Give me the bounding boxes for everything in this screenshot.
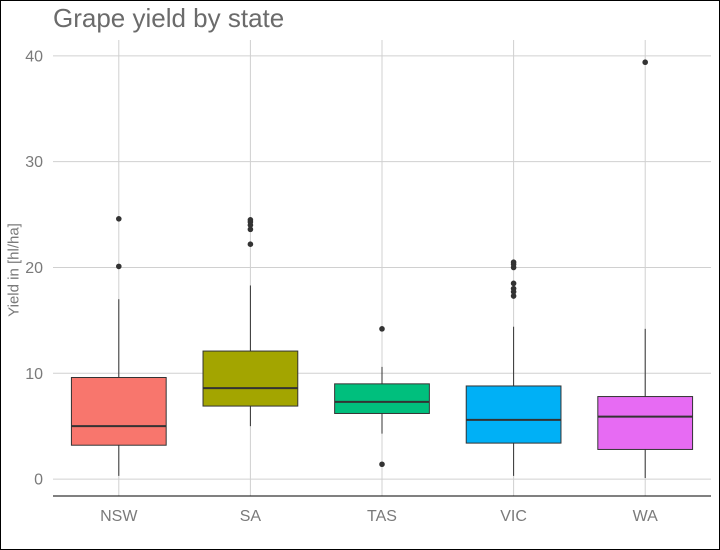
chart-title: Grape yield by state bbox=[53, 3, 285, 33]
outlier-point bbox=[379, 326, 385, 332]
y-tick-label: 40 bbox=[25, 48, 43, 65]
outlier-point bbox=[116, 263, 122, 270]
iqr-box bbox=[597, 396, 694, 450]
outlier-point bbox=[510, 285, 517, 292]
x-tick-label: SA bbox=[240, 508, 262, 525]
box-sa bbox=[202, 217, 299, 427]
box-tas bbox=[334, 326, 430, 468]
x-tick-label: TAS bbox=[367, 508, 397, 525]
box-vic bbox=[465, 259, 562, 476]
outlier-point bbox=[247, 241, 254, 247]
y-tick-label: 30 bbox=[25, 154, 43, 171]
outlier-point bbox=[379, 461, 385, 468]
y-tick-label: 0 bbox=[34, 472, 43, 489]
y-tick-label: 10 bbox=[25, 366, 43, 383]
outlier-point bbox=[510, 259, 517, 265]
iqr-box bbox=[202, 350, 299, 407]
box-nsw bbox=[70, 216, 167, 476]
iqr-box bbox=[334, 383, 430, 414]
outlier-point bbox=[510, 293, 517, 299]
x-tick-label: NSW bbox=[100, 508, 138, 525]
x-tick-label: WA bbox=[633, 508, 659, 525]
outlier-point bbox=[510, 280, 517, 287]
gridlines: 0 10 20 30 40 NSW SA TAS VIC WA bbox=[25, 40, 711, 525]
outlier-point bbox=[247, 217, 254, 223]
iqr-box bbox=[70, 377, 167, 446]
outlier-point bbox=[642, 59, 648, 66]
iqr-box bbox=[465, 385, 562, 444]
y-tick-label: 20 bbox=[25, 260, 43, 277]
box-wa bbox=[597, 59, 694, 479]
x-tick-label: VIC bbox=[500, 508, 527, 525]
outlier-point bbox=[247, 226, 254, 233]
outlier-point bbox=[116, 216, 122, 222]
